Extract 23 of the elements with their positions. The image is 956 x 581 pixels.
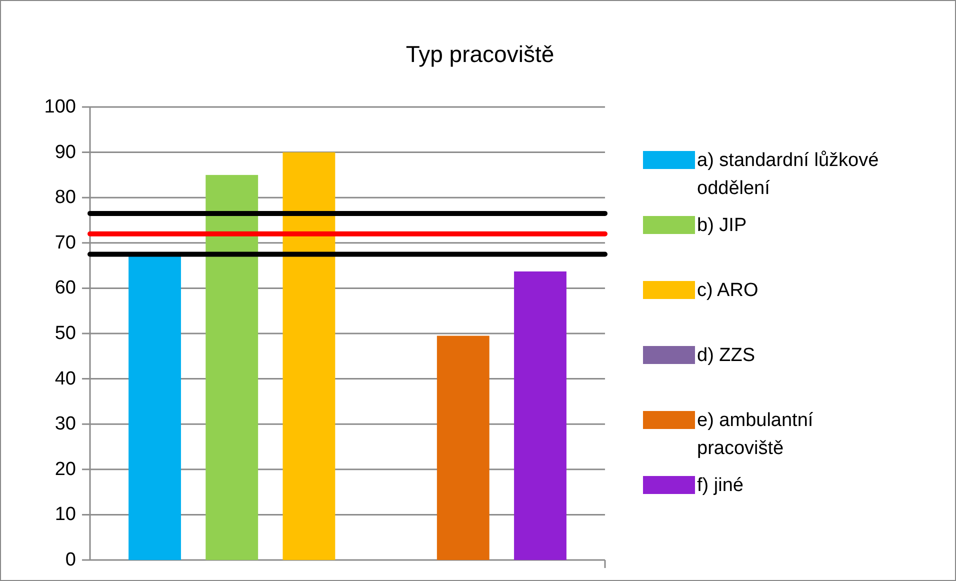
y-tick-label: 50 [54,323,76,344]
y-tick-label: 60 [54,278,76,299]
bar [514,271,566,560]
legend-label: a) standardní lůžkové oddělení [697,150,879,198]
y-tick-label: 40 [54,368,76,390]
y-tick-label: 20 [54,458,76,480]
y-tick-label: 90 [54,142,76,163]
y-tick-label: 100 [44,96,76,118]
y-tick-label: 30 [54,414,76,435]
y-tick-label: 70 [54,232,76,254]
bar [128,256,181,560]
y-tick-label: 0 [65,550,76,570]
legend-label: c) ARO [697,280,758,300]
legend-label: d) ZZS [697,344,756,366]
bar [436,336,490,560]
chart-title: Typ pracoviště [406,41,554,67]
bar [282,152,336,560]
y-tick-label: 80 [54,187,76,208]
legend-label: f) jiné [697,474,744,496]
legend-label: b) JIP [697,214,747,236]
bar [206,174,258,560]
legend-label: e) ambulantní pracoviště [697,410,814,458]
y-tick-label: 10 [54,504,76,526]
